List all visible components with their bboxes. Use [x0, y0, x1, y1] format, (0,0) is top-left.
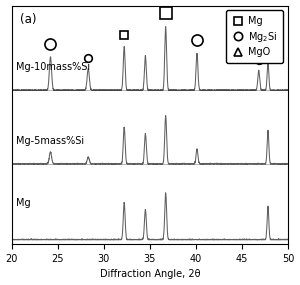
Text: Mg-10mass%Si: Mg-10mass%Si [16, 62, 91, 72]
Text: (a): (a) [20, 13, 37, 26]
X-axis label: Diffraction Angle, 2θ: Diffraction Angle, 2θ [100, 269, 200, 280]
Legend: Mg, Mg$_2$Si, MgO: Mg, Mg$_2$Si, MgO [226, 11, 284, 63]
Text: Mg: Mg [16, 198, 31, 209]
Text: Mg-5mass%Si: Mg-5mass%Si [16, 136, 85, 146]
